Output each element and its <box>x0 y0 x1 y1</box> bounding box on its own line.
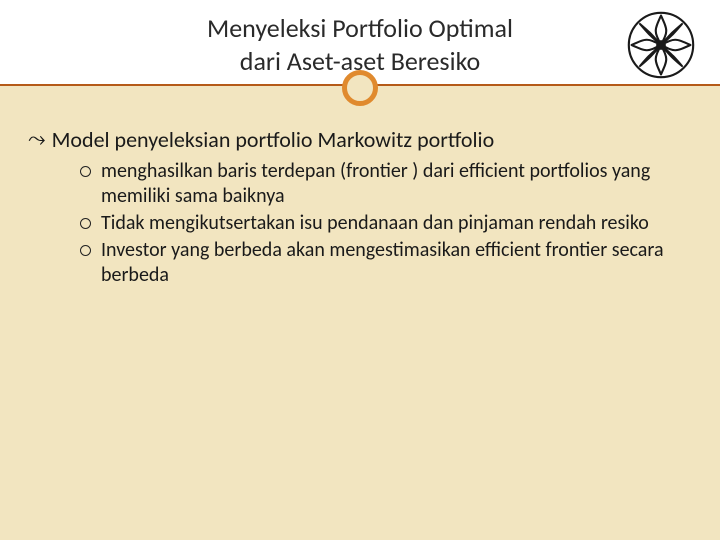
circle-bullet-icon <box>80 245 91 256</box>
level2-group: menghasilkan baris terdepan (frontier ) … <box>28 159 690 288</box>
title-line-1: Menyeleksi Portfolio Optimal <box>207 12 513 44</box>
level2-text: menghasilkan baris terdepan (frontier ) … <box>101 159 690 209</box>
list-item: Tidak mengikutsertakan isu pendanaan dan… <box>80 211 690 236</box>
level2-text: Investor yang berbeda akan mengestimasik… <box>101 238 690 288</box>
slide: Menyeleksi Portfolio Optimal dari Aset-a… <box>0 0 720 540</box>
circle-bullet-icon <box>80 166 91 177</box>
list-item: menghasilkan baris terdepan (frontier ) … <box>80 159 690 209</box>
swung-arrow-icon: ⤳ <box>28 126 46 152</box>
slide-title: Menyeleksi Portfolio Optimal dari Aset-a… <box>0 12 720 77</box>
university-logo-icon <box>626 10 696 80</box>
circle-bullet-icon <box>80 218 91 229</box>
content-area: ⤳ Model penyeleksian portfolio Markowitz… <box>28 126 690 290</box>
level1-text: Model penyeleksian portfolio Markowitz p… <box>52 126 495 153</box>
bullet-level-1: ⤳ Model penyeleksian portfolio Markowitz… <box>28 126 690 153</box>
level2-text: Tidak mengikutsertakan isu pendanaan dan… <box>101 211 690 236</box>
decorative-ring-icon <box>342 70 378 106</box>
list-item: Investor yang berbeda akan mengestimasik… <box>80 238 690 288</box>
